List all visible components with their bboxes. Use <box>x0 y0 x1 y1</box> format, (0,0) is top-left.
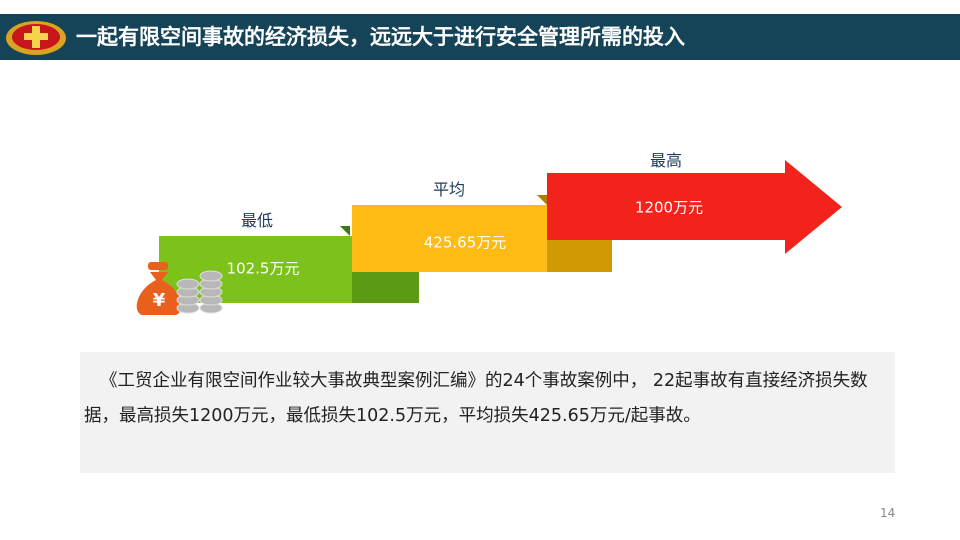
page-number: 14 <box>880 506 896 520</box>
header-bar <box>0 14 960 60</box>
step-label: 最低 <box>240 211 274 230</box>
fold <box>537 195 547 205</box>
step-arrow <box>547 160 842 254</box>
svg-text:¥: ¥ <box>153 290 166 311</box>
money-icon: ¥ <box>136 262 223 315</box>
logo <box>6 21 66 55</box>
step-value: 102.5万元 <box>226 259 300 278</box>
step-shade <box>547 240 612 272</box>
step-value: 425.65万元 <box>423 233 507 252</box>
note-text: 《工贸企业有限空间作业较大事故典型案例汇编》的24个事故案例中， 22起事故有直… <box>80 352 895 473</box>
step-value: 1200万元 <box>634 198 704 217</box>
step-label: 最高 <box>649 151 683 170</box>
slide-title: 一起有限空间事故的经济损失，远远大于进行安全管理所需的投入 <box>76 25 685 49</box>
step-shade <box>352 272 419 303</box>
step-label: 平均 <box>432 180 466 199</box>
fold <box>340 226 350 236</box>
